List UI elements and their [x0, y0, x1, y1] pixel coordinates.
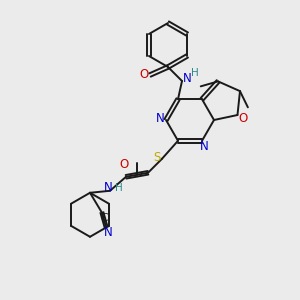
Text: O: O [239, 112, 248, 124]
Text: N: N [103, 181, 112, 194]
Text: H: H [115, 183, 123, 193]
Text: O: O [140, 68, 148, 82]
Text: H: H [191, 68, 199, 78]
Text: N: N [103, 226, 112, 239]
Text: O: O [119, 158, 129, 171]
Text: N: N [156, 112, 164, 124]
Text: C: C [100, 213, 108, 223]
Text: S: S [153, 151, 161, 164]
Text: N: N [200, 140, 208, 153]
Text: N: N [183, 71, 191, 85]
